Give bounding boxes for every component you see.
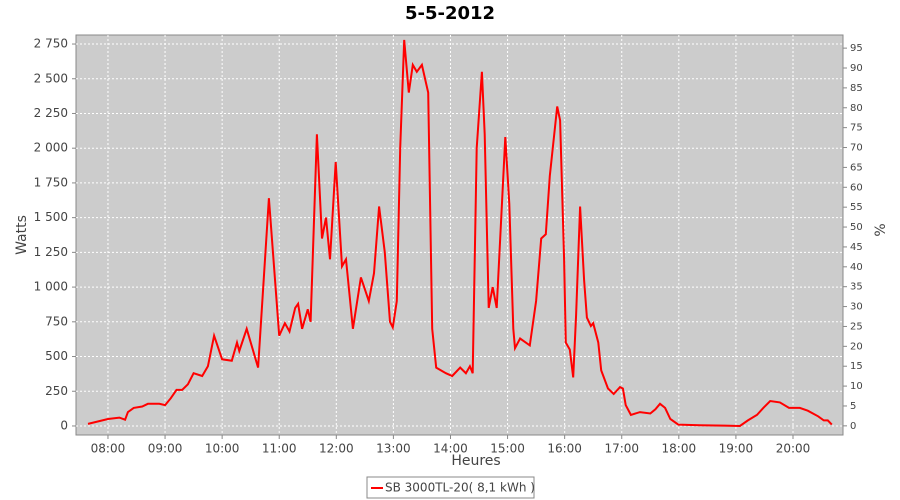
x-tick-label: 10:00 xyxy=(205,442,240,456)
y2-tick-label: 45 xyxy=(850,242,863,253)
y2-tick-label: 55 xyxy=(850,202,863,213)
y2-tick-label: 30 xyxy=(850,302,863,313)
x-tick-label: 15:00 xyxy=(490,442,525,456)
y-tick-label: 250 xyxy=(45,384,68,398)
y2-tick-label: 60 xyxy=(850,182,863,193)
legend-box xyxy=(366,476,535,499)
y2-tick-label: 20 xyxy=(850,341,863,352)
y2-tick-label: 90 xyxy=(850,63,863,74)
y2-tick-label: 5 xyxy=(850,401,856,412)
y2-tick-label: 80 xyxy=(850,103,863,114)
y-tick-label: 2 250 xyxy=(34,106,68,120)
x-tick-label: 20:00 xyxy=(776,442,811,456)
x-tick-label: 17:00 xyxy=(604,442,639,456)
x-tick-label: 12:00 xyxy=(319,442,354,456)
y2-axis-label: % xyxy=(873,223,889,236)
x-axis-label: Heures xyxy=(451,453,500,469)
x-tick-label: 08:00 xyxy=(91,442,126,456)
y2-tick-label: 85 xyxy=(850,83,863,94)
y2-tick-label: 10 xyxy=(850,381,863,392)
y2-tick-label: 40 xyxy=(850,262,863,273)
y-tick-label: 1 250 xyxy=(34,245,68,259)
x-tick-label: 09:00 xyxy=(148,442,183,456)
y-tick-label: 500 xyxy=(45,349,68,363)
plot-area xyxy=(75,34,844,436)
y2-tick-label: 75 xyxy=(850,123,863,134)
y2-tick-label: 0 xyxy=(850,421,856,432)
x-tick-label: 14:00 xyxy=(433,442,468,456)
y-tick-label: 2 500 xyxy=(34,71,68,85)
y2-tick-label: 25 xyxy=(850,321,863,332)
x-tick-label: 19:00 xyxy=(719,442,754,456)
y-tick-label: 2 000 xyxy=(34,141,68,155)
y-tick-label: 1 500 xyxy=(34,210,68,224)
y-tick-label: 2 750 xyxy=(34,37,68,51)
y-tick-label: 1 000 xyxy=(34,280,68,294)
data-line xyxy=(87,39,833,428)
y-tick-label: 750 xyxy=(45,314,68,328)
y2-tick-label: 70 xyxy=(850,143,863,154)
x-tick-label: 13:00 xyxy=(376,442,411,456)
y2-tick-label: 65 xyxy=(850,162,863,173)
y2-tick-label: 15 xyxy=(850,361,863,372)
y-tick-label: 0 xyxy=(60,418,68,432)
legend-label: SB 3000TL-20( 8,1 kWh ) xyxy=(385,481,535,495)
y2-tick-label: 95 xyxy=(850,43,863,54)
y-tick-label: 1 750 xyxy=(34,175,68,189)
y2-tick-label: 50 xyxy=(850,222,863,233)
x-tick-label: 18:00 xyxy=(662,442,697,456)
y2-tick-label: 35 xyxy=(850,282,863,293)
x-tick-label: 11:00 xyxy=(262,442,297,456)
y-axis-label: Watts xyxy=(14,215,30,255)
x-tick-label: 16:00 xyxy=(547,442,582,456)
chart-title: 5-5-2012 xyxy=(405,3,495,24)
